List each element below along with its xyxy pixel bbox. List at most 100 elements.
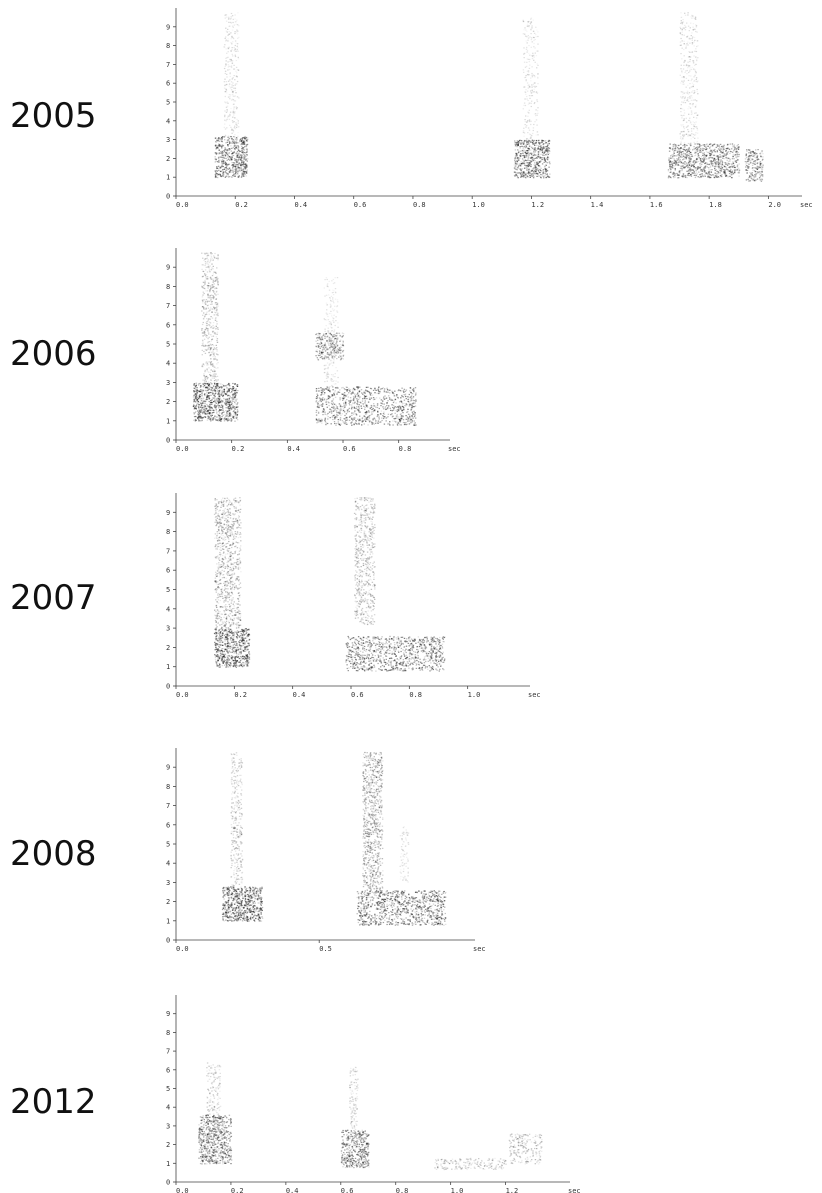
y-tick-label: 3 [166, 136, 170, 144]
x-tick-label: 1.2 [531, 201, 544, 209]
x-tick-label: 1.0 [468, 691, 481, 699]
y-tick-label: 7 [166, 302, 170, 310]
y-tick-label: 9 [166, 764, 170, 772]
y-tick-label: 1 [166, 917, 170, 925]
y-tick-label: 5 [166, 586, 170, 594]
y-tick-label: 5 [166, 841, 170, 849]
y-tick-label: 1 [166, 417, 170, 425]
note-energy [206, 1062, 222, 1116]
y-tick-label: 7 [166, 547, 170, 555]
note-energy [508, 1133, 543, 1165]
y-tick-label: 2 [166, 155, 170, 163]
note-energy [213, 497, 242, 630]
y-tick-label: 2 [166, 1141, 170, 1149]
y-tick-label: 2 [166, 898, 170, 906]
y-tick-label: 7 [166, 802, 170, 810]
y-tick-label: 3 [166, 625, 170, 633]
y-tick-label: 7 [166, 61, 170, 69]
x-unit-label: sec [473, 945, 486, 953]
x-tick-label: 1.4 [591, 201, 604, 209]
y-tick-label: 6 [166, 80, 170, 88]
y-tick-label: 0 [166, 683, 170, 691]
y-tick-label: 8 [166, 283, 170, 291]
y-tick-label: 1 [166, 663, 170, 671]
x-tick-label: 0.8 [413, 201, 426, 209]
x-tick-label: 1.2 [506, 1187, 519, 1193]
note-energy [679, 12, 699, 145]
x-tick-label: 0.2 [231, 1187, 244, 1193]
note-energy [223, 12, 240, 137]
x-tick-label: 2.0 [768, 201, 781, 209]
x-tick-label: 0.6 [351, 691, 364, 699]
y-tick-label: 0 [166, 1179, 170, 1187]
y-tick-label: 4 [166, 605, 170, 613]
y-tick-label: 9 [166, 1010, 170, 1018]
x-tick-label: 0.4 [293, 691, 306, 699]
note-energy [230, 752, 244, 887]
x-tick-label: 1.0 [472, 201, 485, 209]
x-tick-label: 1.8 [709, 201, 722, 209]
y-tick-label: 6 [166, 821, 170, 829]
y-tick-label: 6 [166, 1066, 170, 1074]
y-tick-label: 7 [166, 1048, 170, 1056]
x-tick-label: 0.2 [234, 691, 247, 699]
note-energy [434, 1157, 507, 1171]
y-tick-label: 2 [166, 644, 170, 652]
y-tick-label: 0 [166, 193, 170, 201]
note-energy [192, 382, 239, 422]
x-tick-label: 0.2 [232, 445, 245, 453]
note-energy [399, 826, 410, 883]
year-label-2008: 2008 [10, 834, 97, 874]
y-tick-label: 1 [166, 1160, 170, 1168]
x-unit-label: sec [528, 691, 541, 699]
year-label-2012: 2012 [10, 1082, 97, 1122]
note-energy [201, 252, 220, 384]
y-tick-label: 4 [166, 860, 170, 868]
x-tick-label: 0.2 [235, 201, 248, 209]
y-tick-label: 3 [166, 379, 170, 387]
note-energy [362, 751, 384, 892]
x-tick-label: 0.0 [176, 691, 189, 699]
y-tick-label: 8 [166, 42, 170, 50]
y-tick-label: 6 [166, 321, 170, 329]
note-energy [513, 139, 551, 179]
x-tick-label: 1.6 [650, 201, 663, 209]
x-unit-label: sec [448, 445, 461, 453]
spectrogram-2006: 0 1 2 3 4 5 6 7 8 9 0.0 0.2 0.4 0.6 0.8 sec [166, 248, 461, 453]
x-tick-label: 0.8 [409, 691, 422, 699]
y-tick-label: 2 [166, 398, 170, 406]
year-label-2006: 2006 [10, 334, 97, 374]
y-tick-label: 8 [166, 1029, 170, 1037]
y-tick-label: 4 [166, 1104, 170, 1112]
x-tick-label: 0.4 [287, 445, 300, 453]
x-tick-label: 0.0 [176, 201, 189, 209]
note-energy [349, 1066, 359, 1131]
spectrogram-2005: 0 1 2 3 4 5 6 7 8 9 0.0 0.2 0.4 0.6 0.8 1.0 1.2 1.4 1.6 1.8… [166, 8, 813, 209]
x-tick-label: 0.4 [286, 1187, 299, 1193]
x-tick-label: 0.6 [354, 201, 367, 209]
x-tick-label: 0.4 [294, 201, 307, 209]
y-tick-label: 9 [166, 509, 170, 517]
note-energy [198, 1114, 233, 1165]
y-tick-label: 0 [166, 937, 170, 945]
x-tick-label: 0.0 [176, 1187, 189, 1193]
x-tick-label: 0.0 [176, 945, 189, 953]
note-energy [353, 497, 376, 626]
note-energy [214, 135, 249, 179]
note-energy [340, 1129, 370, 1169]
y-tick-label: 0 [166, 437, 170, 445]
y-tick-label: 4 [166, 117, 170, 125]
x-unit-label: sec [800, 201, 813, 209]
y-tick-label: 8 [166, 528, 170, 536]
note-energy [221, 886, 264, 922]
note-energy [744, 149, 764, 182]
x-tick-label: 0.6 [343, 445, 356, 453]
y-tick-label: 3 [166, 879, 170, 887]
note-energy [323, 277, 339, 388]
note-energy [315, 386, 417, 426]
note-energy [667, 143, 741, 179]
y-tick-label: 5 [166, 341, 170, 349]
y-tick-label: 1 [166, 174, 170, 182]
x-tick-label: 0.8 [396, 1187, 409, 1193]
